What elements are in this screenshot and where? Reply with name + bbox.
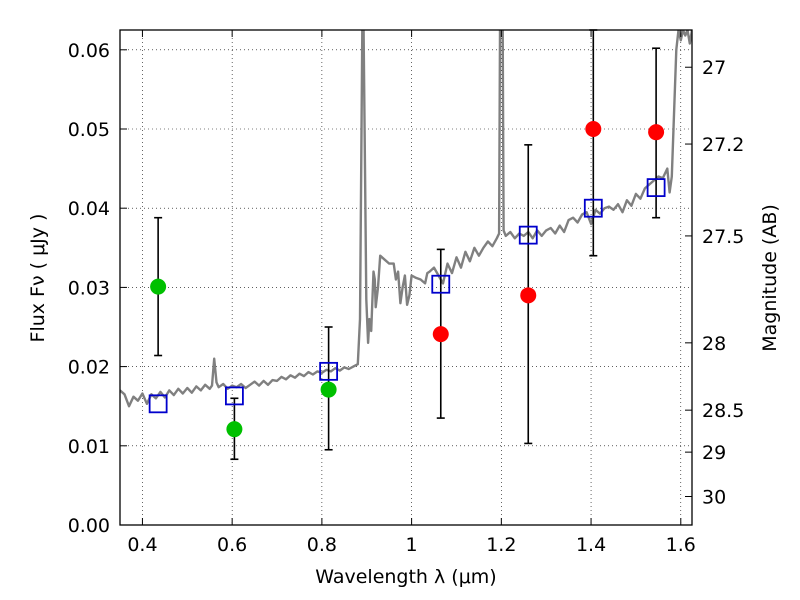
- plot-frame: [119, 29, 693, 526]
- model-point: [224, 386, 244, 406]
- x-tick-label: 1.4: [576, 534, 606, 556]
- x-tick-label: 0.8: [307, 534, 337, 556]
- x-tick-label: 1: [406, 534, 418, 556]
- x-axis-label: Wavelength λ (μm): [315, 566, 496, 588]
- right-tick-label: 27: [702, 57, 726, 79]
- x-tick-label: 0.4: [127, 534, 157, 556]
- tick-labels: 0.4 0.6 0.8 1 1.2 1.4 1.6 0.00 0.01 0.02 0.03 0.04 0…: [68, 40, 745, 556]
- data-point: [648, 124, 665, 141]
- right-tick-label: 28.5: [702, 400, 744, 422]
- y-tick-label: 0.01: [68, 436, 110, 458]
- markers: [148, 29, 666, 461]
- model-point: [518, 225, 538, 245]
- x-tick-label: 0.6: [217, 534, 247, 556]
- data-point: [432, 326, 449, 343]
- y-tick-label: 0.04: [68, 198, 110, 220]
- data-point: [226, 421, 243, 438]
- x-tick-label: 1.2: [486, 534, 516, 556]
- y-tick-label: 0.03: [68, 277, 110, 299]
- model-point: [431, 274, 451, 294]
- plot-area: [120, 30, 692, 408]
- right-axis-label: Magnitude (AB): [759, 204, 781, 352]
- x-tick-label: 1.6: [666, 534, 696, 556]
- data-point: [320, 381, 337, 398]
- model-point: [319, 361, 339, 381]
- data-point: [150, 278, 167, 295]
- spectrum-line: [120, 30, 692, 408]
- y-axis-label: Flux Fν ( μJy ): [27, 214, 49, 343]
- y-tick-label: 0.05: [68, 119, 110, 141]
- right-tick-label: 28: [702, 333, 726, 355]
- ticks: [120, 30, 692, 526]
- right-tick-label: 29: [702, 442, 726, 464]
- y-tick-label: 0.06: [68, 40, 110, 62]
- model-point: [148, 394, 168, 414]
- right-tick-label: 30: [702, 486, 726, 508]
- right-tick-label: 27.5: [702, 226, 744, 248]
- y-tick-label: 0.02: [68, 357, 110, 379]
- model-point: [646, 178, 666, 198]
- right-tick-label: 27.2: [702, 134, 744, 156]
- data-point: [585, 121, 602, 137]
- data-point: [520, 287, 537, 304]
- y-tick-label: 0.00: [68, 515, 110, 537]
- model-point: [583, 198, 603, 218]
